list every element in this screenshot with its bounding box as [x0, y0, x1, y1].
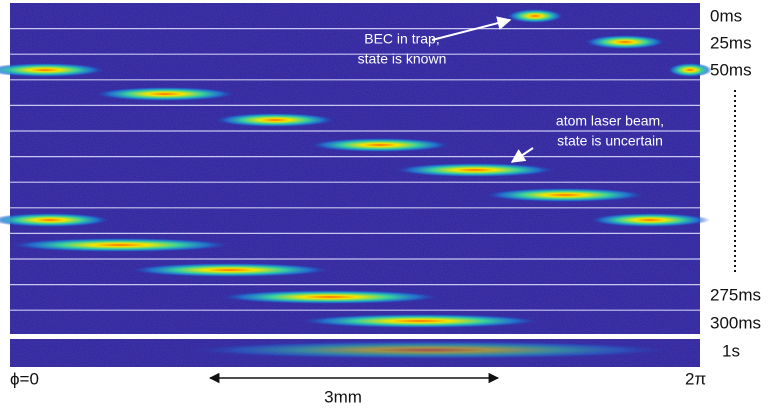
- annotation-arrow: [510, 147, 534, 163]
- atom-cloud: [310, 138, 450, 152]
- time-label: 1s: [722, 341, 740, 360]
- annotation: BEC in trap,: [364, 31, 439, 47]
- annotation: atom laser beam,: [556, 113, 664, 129]
- atom-cloud: [10, 238, 230, 252]
- row-separators: [10, 28, 700, 311]
- atom-cloud: [0, 213, 110, 227]
- atom-cloud: [220, 290, 440, 304]
- atom-clouds: [0, 9, 712, 359]
- separator: [10, 334, 700, 338]
- atom-cloud: [585, 35, 665, 49]
- scale-label: 3mm: [324, 387, 362, 406]
- time-label: 25ms: [710, 33, 752, 52]
- atom-cloud: [215, 113, 335, 127]
- image-noise: [10, 3, 700, 335]
- atom-cloud: [95, 87, 235, 101]
- atom-cloud: [190, 341, 670, 359]
- atom-cloud: [668, 63, 712, 77]
- atom-cloud: [130, 263, 330, 277]
- annotation: state is known: [358, 51, 447, 67]
- atom-cloud: [0, 63, 105, 77]
- atom-cloud: [590, 213, 710, 227]
- time-label: 300ms: [710, 313, 761, 332]
- atom-cloud: [485, 188, 645, 202]
- atom-cloud: [507, 9, 563, 23]
- annotation: state is uncertain: [557, 133, 663, 149]
- annotation-arrow: [431, 16, 512, 41]
- phase-end: 2π: [685, 369, 706, 388]
- time-label: 0ms: [710, 6, 742, 25]
- atom-cloud: [395, 163, 555, 177]
- time-label: 50ms: [710, 60, 752, 79]
- atom-cloud: [300, 314, 540, 328]
- phase-start: ϕ=0: [10, 369, 39, 388]
- time-label: 275ms: [710, 285, 761, 304]
